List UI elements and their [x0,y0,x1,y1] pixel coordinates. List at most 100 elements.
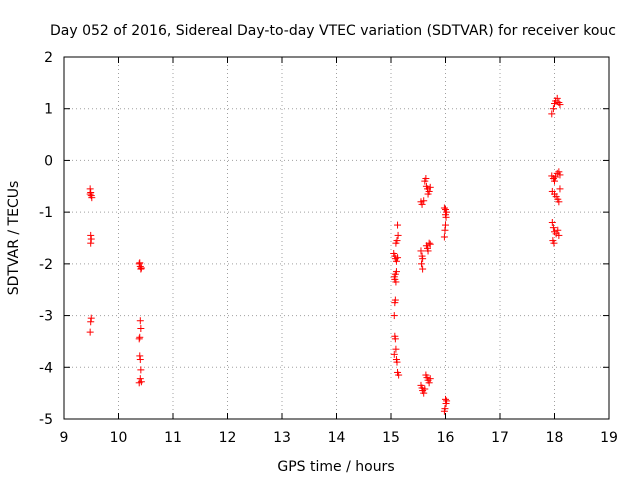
data-point [391,335,399,343]
data-point [554,226,562,234]
y-tick-label: 1 [44,102,53,118]
data-point [549,105,557,113]
x-tick-label: 19 [600,430,618,446]
data-point [548,110,556,118]
data-point [442,395,449,403]
data-point [422,175,430,183]
y-tick-label: -3 [39,309,53,325]
data-point [86,190,94,198]
data-point [137,366,145,374]
x-axis-label: GPS time / hours [277,459,394,475]
data-point [440,204,448,212]
x-tick-label: 12 [219,430,237,446]
x-tick-label: 14 [328,430,346,446]
data-point [87,318,95,326]
data-point [136,375,144,383]
x-tick-label: 18 [546,430,564,446]
data-point [426,183,434,191]
data-point [550,239,558,247]
y-tick-label: 0 [44,153,53,169]
data-point [390,350,398,358]
data-point [441,226,449,234]
x-tick-label: 13 [273,430,291,446]
chart-title: Day 052 of 2016, Sidereal Day-to-day VTE… [50,23,616,39]
data-point [86,328,94,336]
data-point [425,239,433,247]
data-point [556,101,564,109]
data-point [87,314,95,322]
y-tick-label: 2 [44,50,53,66]
data-point [392,278,400,286]
y-tick-label: -2 [39,257,53,273]
data-point [393,237,401,245]
data-point [392,345,400,353]
data-point [137,265,145,273]
data-point [442,221,449,229]
data-point [549,224,557,232]
y-tick-label: -1 [39,205,53,221]
data-point [418,260,426,268]
data-point [555,168,563,176]
data-point [136,259,144,267]
data-points [86,94,564,415]
data-point [420,389,428,397]
data-point [556,185,564,193]
data-point [426,240,434,248]
data-point [393,358,401,366]
data-point [443,397,451,405]
data-point [440,233,448,241]
data-point [556,171,564,179]
x-tick-label: 9 [60,430,69,446]
data-point [440,407,448,415]
data-point [88,194,96,202]
x-tick-label: 11 [164,430,182,446]
data-point [87,235,95,243]
data-point [87,231,95,239]
data-point [391,299,399,307]
data-point [137,264,145,272]
data-point [419,255,427,263]
x-tick-label: 15 [382,430,400,446]
data-point [422,371,430,379]
data-point [390,312,398,320]
data-point [553,94,561,102]
data-point [395,371,403,379]
data-point [425,379,433,387]
data-point [136,356,144,364]
data-point [136,333,144,341]
data-point [135,379,143,387]
data-point [137,325,145,332]
data-point [555,198,563,206]
data-point [136,352,144,360]
data-point [418,200,426,208]
data-point [426,375,434,383]
data-point [421,385,429,393]
y-axis-label: SDTVAR / TECUs [6,181,22,296]
y-tick-label: -5 [39,412,53,428]
y-tick-label: -4 [39,360,53,376]
data-point [394,221,402,229]
data-point [420,197,428,205]
data-point [419,265,427,273]
x-tick-label: 17 [491,430,509,446]
data-point [87,188,95,196]
data-point [424,247,432,255]
data-point [555,231,563,239]
data-point [394,231,402,239]
data-point [548,218,556,226]
data-point [417,247,425,255]
grid [64,57,609,419]
x-tick-label: 16 [437,430,455,446]
data-point [87,239,95,247]
data-point [551,177,558,185]
x-tick-label: 10 [110,430,128,446]
data-point [442,213,450,221]
data-point [392,257,400,265]
data-point [392,268,400,276]
data-point [135,335,143,343]
data-point [552,173,560,181]
data-point [136,317,144,325]
data-point [394,254,402,262]
